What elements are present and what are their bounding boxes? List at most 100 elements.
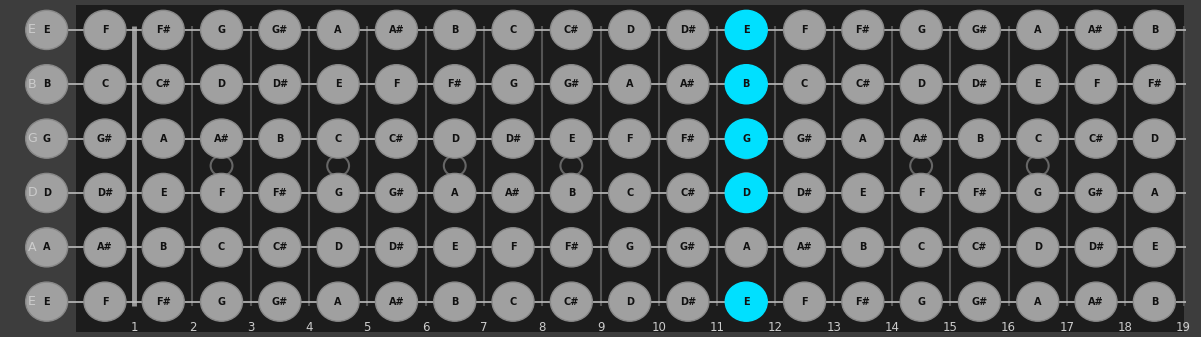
Text: F#: F#: [273, 188, 287, 198]
Circle shape: [1134, 282, 1176, 321]
Text: G#: G#: [388, 188, 405, 198]
Circle shape: [901, 10, 942, 50]
Circle shape: [376, 228, 418, 267]
Circle shape: [142, 282, 184, 321]
Text: 16: 16: [1002, 321, 1016, 334]
Circle shape: [725, 65, 767, 104]
Text: G: G: [509, 79, 518, 89]
Text: C: C: [509, 25, 516, 35]
Text: D#: D#: [271, 79, 288, 89]
Text: E: E: [335, 79, 341, 89]
Text: D#: D#: [680, 297, 697, 307]
Text: A: A: [1151, 188, 1158, 198]
Circle shape: [550, 228, 592, 267]
Circle shape: [550, 10, 592, 50]
Text: F: F: [918, 188, 925, 198]
Text: B: B: [1151, 25, 1158, 35]
Text: G: G: [918, 297, 925, 307]
Text: B: B: [43, 79, 50, 89]
Text: F#: F#: [156, 25, 171, 35]
Text: E: E: [43, 25, 50, 35]
Circle shape: [783, 228, 825, 267]
Text: D: D: [28, 186, 37, 200]
Text: F#: F#: [156, 297, 171, 307]
Circle shape: [550, 119, 592, 158]
Text: A: A: [1034, 297, 1041, 307]
Text: A#: A#: [506, 188, 521, 198]
Text: D: D: [626, 25, 634, 35]
Circle shape: [317, 228, 359, 267]
Text: F: F: [509, 242, 516, 252]
Circle shape: [25, 119, 67, 158]
Text: 5: 5: [364, 321, 371, 334]
Circle shape: [958, 119, 1000, 158]
Text: B: B: [276, 133, 283, 144]
Text: G: G: [626, 242, 634, 252]
Text: 3: 3: [247, 321, 255, 334]
Text: E: E: [743, 25, 749, 35]
Text: D#: D#: [972, 79, 987, 89]
Circle shape: [783, 282, 825, 321]
Circle shape: [201, 282, 243, 321]
Text: F#: F#: [681, 133, 695, 144]
Circle shape: [783, 65, 825, 104]
Text: D#: D#: [680, 25, 697, 35]
Circle shape: [725, 10, 767, 50]
Text: A: A: [742, 242, 749, 252]
Text: E: E: [1034, 79, 1041, 89]
Circle shape: [142, 119, 184, 158]
Circle shape: [492, 119, 534, 158]
Circle shape: [609, 228, 651, 267]
Circle shape: [667, 119, 709, 158]
Circle shape: [1075, 174, 1117, 213]
Text: B: B: [452, 25, 459, 35]
Circle shape: [842, 65, 884, 104]
Circle shape: [25, 65, 67, 104]
Text: 19: 19: [1176, 321, 1191, 334]
Text: B: B: [28, 78, 36, 91]
Circle shape: [783, 10, 825, 50]
Circle shape: [317, 10, 359, 50]
Text: E: E: [1151, 242, 1158, 252]
Text: C#: C#: [1088, 133, 1104, 144]
Text: E: E: [860, 188, 866, 198]
Text: F: F: [801, 25, 808, 35]
Text: A#: A#: [1088, 297, 1104, 307]
Text: C: C: [509, 297, 516, 307]
Text: 6: 6: [422, 321, 429, 334]
Text: D: D: [918, 79, 925, 89]
Text: G: G: [742, 133, 751, 144]
Text: 18: 18: [1118, 321, 1133, 334]
Text: D: D: [742, 188, 751, 198]
Circle shape: [376, 282, 418, 321]
Text: D#: D#: [388, 242, 405, 252]
Text: E: E: [452, 242, 458, 252]
Text: 11: 11: [710, 321, 724, 334]
Circle shape: [667, 65, 709, 104]
Circle shape: [1017, 65, 1059, 104]
Text: E: E: [28, 23, 36, 36]
Circle shape: [492, 65, 534, 104]
Circle shape: [550, 65, 592, 104]
Circle shape: [434, 65, 476, 104]
Text: C: C: [801, 79, 808, 89]
Text: 14: 14: [884, 321, 900, 334]
Circle shape: [609, 10, 651, 50]
Text: 4: 4: [305, 321, 312, 334]
Circle shape: [492, 174, 534, 213]
Text: C#: C#: [972, 242, 987, 252]
Text: 2: 2: [189, 321, 196, 334]
Circle shape: [1134, 174, 1176, 213]
Text: B: B: [742, 79, 749, 89]
Circle shape: [667, 282, 709, 321]
Text: G: G: [43, 133, 50, 144]
Text: B: B: [160, 242, 167, 252]
Circle shape: [84, 282, 126, 321]
Text: D: D: [626, 297, 634, 307]
Circle shape: [376, 65, 418, 104]
Text: A: A: [43, 242, 50, 252]
Circle shape: [842, 10, 884, 50]
Text: 8: 8: [538, 321, 546, 334]
Circle shape: [958, 228, 1000, 267]
Text: B: B: [452, 297, 459, 307]
